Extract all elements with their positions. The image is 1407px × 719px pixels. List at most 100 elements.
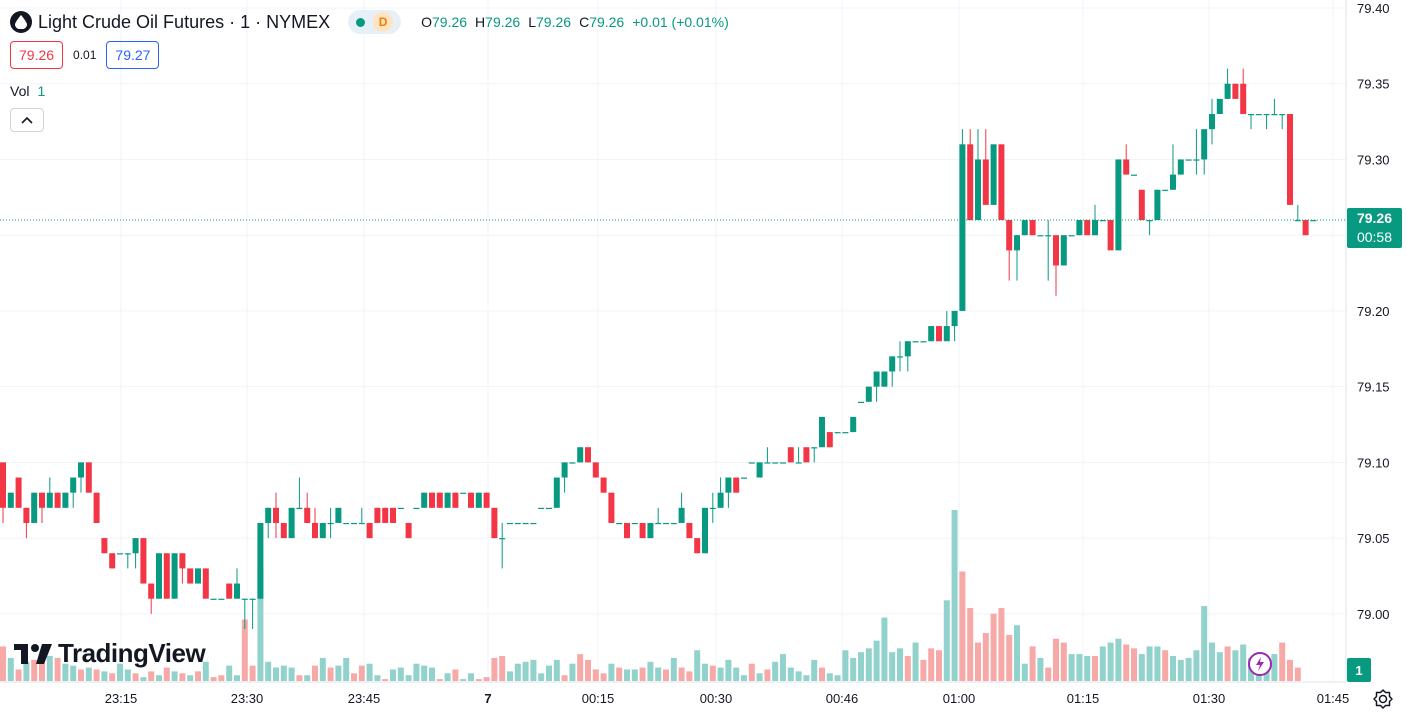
volume-bar [475, 679, 482, 681]
volume-bar [366, 663, 373, 681]
volume-bar [717, 667, 724, 681]
volume-bar [546, 665, 552, 681]
volume-bar [850, 657, 857, 681]
candle [1255, 114, 1262, 116]
volume-bar [1271, 654, 1278, 681]
volume-bar [210, 677, 217, 681]
candle [117, 553, 123, 555]
candle [592, 462, 599, 478]
candle [452, 492, 459, 508]
volume-bar [312, 665, 318, 681]
candle [1201, 129, 1208, 175]
candle [499, 522, 506, 569]
candle [1107, 220, 1114, 251]
volume-legend[interactable]: Vol 1 [10, 83, 45, 99]
volume-bar [319, 657, 326, 681]
market-status[interactable]: D [348, 10, 402, 34]
candle [1177, 159, 1184, 175]
volume-bar [889, 652, 896, 681]
candle [904, 341, 911, 372]
flash-button[interactable] [1248, 652, 1272, 676]
candle [686, 522, 693, 539]
volume-bar [1115, 638, 1122, 681]
candle [319, 522, 326, 539]
candle [780, 462, 786, 464]
volume-bar [561, 675, 568, 681]
candle [631, 522, 638, 525]
candle [7, 492, 14, 508]
candle [530, 522, 537, 525]
volume-bar [842, 650, 849, 681]
candle [39, 492, 45, 523]
volume-bar [647, 661, 654, 681]
volume-bar [507, 671, 513, 681]
candle [1193, 129, 1200, 175]
price-tick-label: 79.10 [1357, 455, 1390, 470]
candle [483, 492, 490, 508]
candle [787, 447, 794, 463]
tradingview-logo[interactable]: TradingView [14, 638, 206, 669]
candle [1287, 114, 1293, 205]
candle [764, 447, 771, 464]
volume-bar [187, 675, 194, 681]
time-tick-label: 23:45 [348, 691, 381, 706]
candle [741, 477, 747, 479]
volume-bar [670, 657, 677, 681]
candle [998, 144, 1005, 221]
candle [429, 492, 435, 508]
volume-bar [725, 659, 732, 681]
volume-bar [483, 677, 490, 681]
settings-icon[interactable] [1372, 688, 1394, 710]
volume-bar [569, 663, 576, 681]
volume-bar [7, 657, 14, 681]
candle [335, 507, 342, 523]
candle [702, 507, 708, 554]
candle [1170, 144, 1176, 190]
delayed-data-badge[interactable]: D [373, 12, 394, 32]
candle [616, 522, 623, 525]
collapse-legend-button[interactable] [10, 108, 44, 132]
candle [1232, 83, 1239, 99]
sell-button[interactable]: 79.26 [10, 41, 64, 69]
candle [795, 447, 802, 464]
candle [1154, 189, 1161, 221]
price-tick-label: 79.05 [1357, 531, 1390, 546]
last-price-value: 79.26 [1356, 210, 1393, 226]
volume-bar [1099, 646, 1106, 681]
candle [23, 507, 30, 539]
symbol-title[interactable]: Light Crude Oil Futures · 1 · NYMEX [38, 11, 331, 32]
volume-bar [1240, 644, 1247, 681]
candle [600, 477, 607, 493]
close-value: 79.26 [589, 14, 625, 30]
time-tick-label: 00:46 [826, 691, 859, 706]
candle [460, 492, 467, 494]
volume-bar [663, 669, 669, 681]
volume-bar [1138, 654, 1145, 681]
candle [101, 538, 108, 554]
time-tick-label: 01:30 [1193, 691, 1226, 706]
volume-bar [23, 661, 30, 681]
volume-bar [397, 667, 404, 681]
volume-bar [897, 648, 903, 681]
volume-bar [148, 671, 155, 681]
candle [46, 477, 53, 508]
time-axis[interactable]: 23:15 23:30 23:45 7 00:15 00:30 00:46 01:00 01:1… [105, 691, 1350, 706]
price-axis[interactable]: 79.4079.3579.3079.2579.2079.1579.1079.05… [1357, 1, 1390, 622]
volume-bar [975, 642, 981, 681]
candle [1216, 98, 1223, 115]
volume-bar [218, 675, 225, 681]
volume-bar [382, 679, 389, 681]
candle [1263, 114, 1270, 130]
volume-bar [522, 661, 529, 681]
volume-bar [335, 665, 342, 681]
candle [109, 553, 116, 569]
volume-bar [413, 663, 420, 681]
volume-bar [1170, 656, 1176, 681]
volume-bar [1162, 650, 1169, 681]
candle [265, 507, 272, 539]
buy-button[interactable]: 79.27 [106, 41, 160, 69]
volume-bar [15, 669, 22, 681]
candle [93, 492, 100, 523]
volume-bar [1232, 650, 1239, 681]
